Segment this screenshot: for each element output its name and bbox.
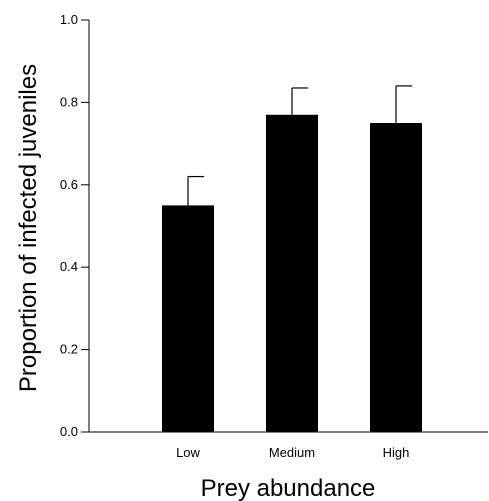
x-tick-label-high: High: [383, 445, 410, 460]
y-tick-label: 0.2: [60, 342, 78, 357]
x-tick-label-low: Low: [176, 445, 200, 460]
y-axis-title: Proportion of infected juveniles: [15, 64, 42, 392]
x-axis-title: Prey abundance: [201, 475, 376, 501]
bar-medium: [266, 114, 318, 432]
axes: [88, 20, 488, 433]
y-ticks: 0.0 0.2 0.4 0.6 0.8 1.0: [60, 12, 89, 439]
y-tick-label: 0.6: [60, 177, 78, 192]
y-tick-label: 0.0: [60, 424, 78, 439]
bar-high: [370, 123, 422, 432]
y-tick-label: 0.8: [60, 94, 78, 109]
x-tick-label-medium: Medium: [269, 445, 315, 460]
y-tick-label: 0.4: [60, 259, 78, 274]
bar-low: [162, 205, 214, 432]
plot-area: [162, 85, 422, 432]
y-tick-label: 1.0: [60, 12, 78, 27]
x-tick-labels: Low Medium High: [176, 445, 409, 460]
